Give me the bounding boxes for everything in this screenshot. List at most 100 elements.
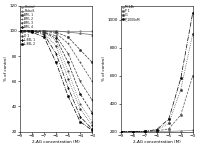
O 1 bbox=[55, 45, 57, 47]
O 1nM bbox=[91, 121, 93, 123]
O 1 bbox=[43, 33, 45, 34]
Line: BML 4: BML 4 bbox=[19, 30, 93, 114]
P 1 bbox=[144, 131, 146, 133]
P 1 bbox=[120, 131, 122, 133]
Line: O 1nM: O 1nM bbox=[19, 30, 93, 122]
Line: O 1: O 1 bbox=[19, 30, 93, 126]
BML 2 bbox=[91, 80, 93, 82]
C1 bbox=[192, 33, 194, 34]
L-BEL 2 bbox=[67, 95, 69, 97]
BML 1 bbox=[19, 30, 21, 32]
Line: Control: Control bbox=[19, 30, 93, 32]
O 1nM bbox=[19, 30, 21, 32]
P 1 bbox=[168, 128, 170, 130]
C1 bbox=[168, 122, 170, 124]
BML 4 bbox=[79, 93, 81, 95]
BML 2 bbox=[31, 30, 33, 32]
Line: L-BEL 1: L-BEL 1 bbox=[19, 30, 93, 130]
BML 1 bbox=[43, 30, 45, 32]
BML 3 bbox=[67, 53, 69, 54]
M 24h bbox=[156, 131, 158, 133]
O 1 bbox=[67, 78, 69, 80]
P 1 bbox=[192, 75, 194, 77]
Raloxif. bbox=[67, 31, 69, 33]
Y-axis label: % of control: % of control bbox=[102, 56, 106, 81]
Legend: Control, Raloxif., BML 1, BML 2, BML 3, BML 4, O 1nM, O 1, L-BEL 1, L-BEL 2: Control, Raloxif., BML 1, BML 2, BML 3, … bbox=[20, 5, 35, 46]
Raloxif. bbox=[43, 30, 45, 32]
P 1 bbox=[132, 131, 134, 133]
L-BEL 1 bbox=[19, 30, 21, 32]
P 1 bbox=[156, 130, 158, 132]
Line: BML 1: BML 1 bbox=[19, 30, 93, 63]
Raloxif. bbox=[55, 30, 57, 32]
L-BEL 1 bbox=[43, 34, 45, 36]
L-BEL 1 bbox=[79, 116, 81, 117]
BML 3 bbox=[79, 80, 81, 82]
L-BEL 1 bbox=[67, 87, 69, 89]
C1 bbox=[132, 131, 134, 133]
L-BEL 2 bbox=[43, 36, 45, 38]
O 1nM bbox=[55, 40, 57, 42]
BML 4 bbox=[19, 30, 21, 32]
BML 3 bbox=[55, 35, 57, 37]
Line: M 24h: M 24h bbox=[120, 130, 194, 132]
C1 bbox=[120, 131, 122, 133]
Control bbox=[43, 30, 45, 32]
P_1000nM bbox=[180, 78, 182, 79]
Control bbox=[55, 30, 57, 32]
P 1 bbox=[180, 114, 182, 116]
Control bbox=[67, 30, 69, 32]
Line: P 1: P 1 bbox=[120, 75, 194, 132]
L-BEL 2 bbox=[79, 121, 81, 123]
X-axis label: 2-AG concentration (M): 2-AG concentration (M) bbox=[32, 140, 80, 144]
O 1nM bbox=[43, 31, 45, 33]
BML 4 bbox=[55, 38, 57, 39]
BML 1 bbox=[91, 61, 93, 63]
BML 3 bbox=[91, 99, 93, 101]
L-BEL 2 bbox=[55, 61, 57, 63]
P_1000nM bbox=[192, 12, 194, 14]
O 1 bbox=[79, 108, 81, 110]
O 1nM bbox=[31, 30, 33, 32]
M 24h bbox=[192, 129, 194, 131]
BML 2 bbox=[67, 43, 69, 44]
C1 bbox=[156, 129, 158, 131]
BML 2 bbox=[55, 33, 57, 34]
L-BEL 2 bbox=[31, 31, 33, 33]
C1 bbox=[180, 89, 182, 91]
O 1nM bbox=[67, 70, 69, 72]
Control bbox=[91, 30, 93, 32]
BML 1 bbox=[79, 49, 81, 51]
O 1 bbox=[31, 30, 33, 32]
L-BEL 1 bbox=[31, 30, 33, 32]
Control bbox=[31, 30, 33, 32]
Legend: M 24h, P 1, C1, P_1000nM: M 24h, P 1, C1, P_1000nM bbox=[121, 5, 141, 21]
BML 1 bbox=[67, 36, 69, 38]
P_1000nM bbox=[120, 131, 122, 133]
P_1000nM bbox=[132, 131, 134, 133]
L-BEL 1 bbox=[55, 53, 57, 54]
Raloxif. bbox=[91, 34, 93, 36]
Line: BML 2: BML 2 bbox=[19, 30, 93, 82]
Control bbox=[19, 30, 21, 32]
O 1 bbox=[91, 124, 93, 126]
P_1000nM bbox=[144, 130, 146, 132]
M 24h bbox=[132, 131, 134, 133]
BML 2 bbox=[43, 30, 45, 32]
BML 4 bbox=[91, 112, 93, 114]
Raloxif. bbox=[19, 30, 21, 32]
Line: Raloxif.: Raloxif. bbox=[19, 30, 93, 36]
BML 2 bbox=[19, 30, 21, 32]
BML 3 bbox=[31, 30, 33, 32]
BML 1 bbox=[31, 30, 33, 32]
Control bbox=[79, 30, 81, 32]
L-BEL 2 bbox=[19, 30, 21, 32]
P_1000nM bbox=[168, 118, 170, 120]
Y-axis label: % of control: % of control bbox=[4, 56, 8, 81]
L-BEL 1 bbox=[91, 128, 93, 130]
BML 2 bbox=[79, 61, 81, 63]
Line: L-BEL 2: L-BEL 2 bbox=[19, 30, 93, 131]
BML 4 bbox=[31, 30, 33, 32]
Raloxif. bbox=[31, 30, 33, 32]
BML 4 bbox=[43, 31, 45, 33]
